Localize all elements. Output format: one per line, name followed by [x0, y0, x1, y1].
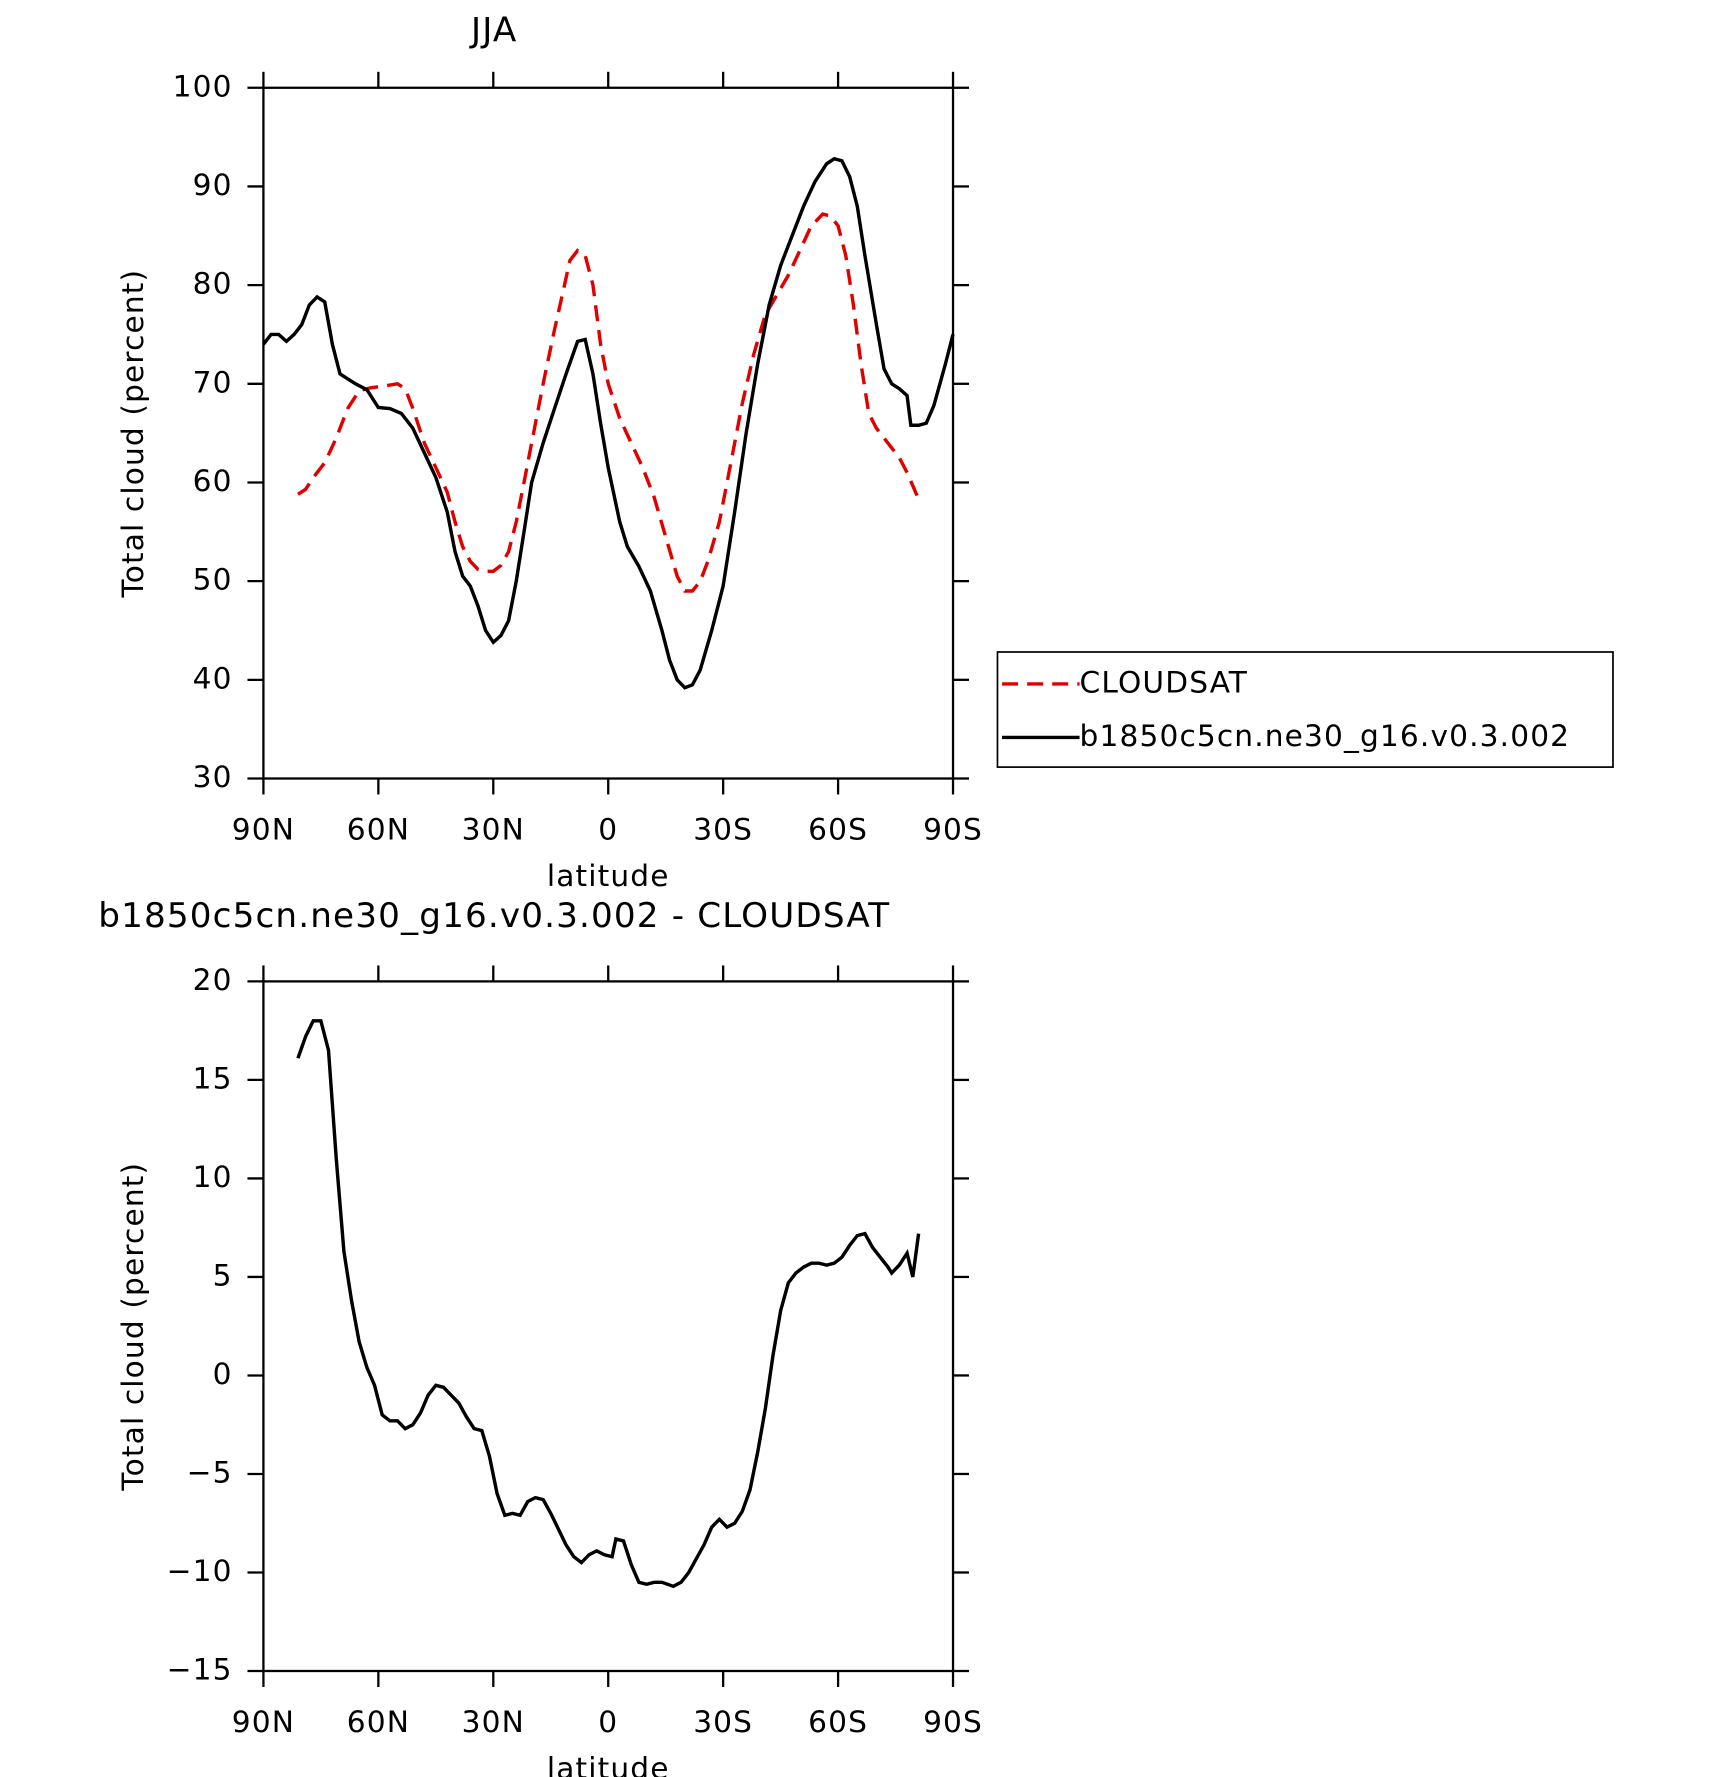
y-axis-label: Total cloud (percent) [115, 269, 150, 599]
data-line [296, 1019, 921, 1589]
y-tick-label: 0 [213, 1356, 233, 1391]
data-line [262, 156, 955, 690]
y-tick-label: 100 [173, 68, 233, 103]
x-tick-label: 0 [598, 811, 618, 846]
y-tick-label: 15 [193, 1060, 233, 1095]
x-tick-label: 0 [598, 1704, 618, 1739]
x-tick-label: 60S [808, 1704, 868, 1739]
y-tick-label: −10 [167, 1553, 233, 1588]
x-tick-label: 90N [232, 811, 295, 846]
y-tick-label: 10 [193, 1159, 233, 1194]
plot-frame [262, 980, 955, 1673]
legend-label: CLOUDSAT [1080, 664, 1248, 699]
y-tick-label: 5 [213, 1257, 233, 1292]
x-tick-label: 90S [923, 811, 983, 846]
x-tick-label: 60S [808, 811, 868, 846]
x-tick-label: 90N [232, 1704, 295, 1739]
x-tick-label: 30S [693, 811, 753, 846]
plot-frame [262, 86, 955, 780]
y-tick-label: 70 [193, 364, 233, 399]
data-line [297, 212, 921, 593]
legend-box [996, 651, 1614, 768]
x-axis-label: latitude [547, 1751, 670, 1777]
y-tick-label: 30 [193, 759, 233, 794]
x-tick-label: 90S [923, 1704, 983, 1739]
x-tick-label: 60N [347, 1704, 410, 1739]
y-tick-label: −15 [167, 1651, 233, 1686]
y-tick-label: 60 [193, 463, 233, 498]
x-tick-label: 60N [347, 811, 410, 846]
y-tick-label: 80 [193, 266, 233, 301]
y-axis-label: Total cloud (percent) [115, 1162, 150, 1492]
x-tick-label: 30S [693, 1704, 753, 1739]
y-tick-label: 40 [193, 660, 233, 695]
y-tick-label: 90 [193, 167, 233, 202]
y-tick-label: 20 [193, 962, 233, 997]
y-tick-label: −5 [187, 1454, 233, 1489]
chart-title: b1850c5cn.ne30_g16.v0.3.002 - CLOUDSAT [98, 896, 890, 936]
legend-label: b1850c5cn.ne30_g16.v0.3.002 [1080, 718, 1571, 753]
x-tick-label: 30N [462, 1704, 525, 1739]
x-tick-label: 30N [462, 811, 525, 846]
y-tick-label: 50 [193, 562, 233, 597]
chart-title: JJA [469, 10, 517, 50]
x-axis-label: latitude [547, 858, 670, 893]
